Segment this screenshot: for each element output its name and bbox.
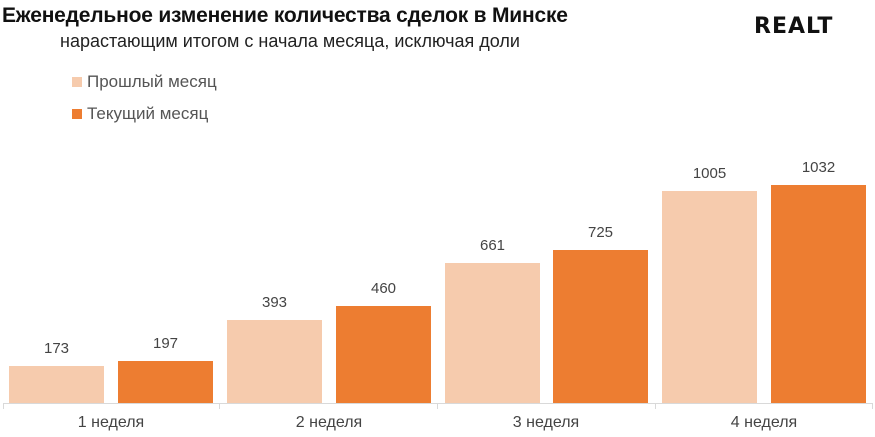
bar-value-label: 197 [152, 335, 179, 352]
bar-current-week-1 [118, 361, 213, 403]
x-axis-tick [437, 403, 438, 409]
bar-current-week-4 [771, 185, 866, 403]
bar-value-label: 1005 [692, 165, 727, 182]
x-axis-tick [872, 403, 873, 409]
legend-item-previous-month: Прошлый месяц [72, 72, 217, 92]
bar-previous-week-4 [662, 191, 757, 403]
x-axis-tick [3, 403, 4, 409]
bar-value-label: 393 [261, 294, 288, 311]
x-axis-tick [655, 403, 656, 409]
bar-value-label: 460 [370, 280, 397, 297]
x-axis-label-week-3: 3 неделя [512, 414, 580, 431]
legend-swatch-current-icon [72, 109, 82, 119]
x-axis-label-week-2: 2 неделя [295, 414, 363, 431]
bar-value-label: 173 [43, 340, 70, 357]
realt-logo: REALT [754, 14, 834, 39]
x-axis-label-week-1: 1 неделя [77, 414, 145, 431]
bar-current-week-2 [336, 306, 431, 403]
x-axis-label-week-4: 4 неделя [730, 414, 798, 431]
bar-value-label: 1032 [801, 159, 836, 176]
chart-subtitle: нарастающим итогом с начала месяца, искл… [60, 31, 520, 51]
legend-swatch-previous-icon [72, 77, 82, 87]
x-axis-tick [219, 403, 220, 409]
legend-label: Прошлый месяц [87, 72, 217, 91]
bar-previous-week-3 [445, 263, 540, 403]
legend-item-current-month: Текущий месяц [72, 104, 208, 124]
bar-value-label: 725 [587, 224, 614, 241]
bar-current-week-3 [553, 250, 648, 403]
x-axis-line [3, 403, 873, 404]
bar-previous-week-1 [9, 366, 104, 403]
bar-value-label: 661 [479, 237, 506, 254]
chart-title: Еженедельное изменение количества сделок… [2, 4, 568, 27]
legend-label: Текущий месяц [87, 104, 209, 123]
bar-previous-week-2 [227, 320, 322, 403]
